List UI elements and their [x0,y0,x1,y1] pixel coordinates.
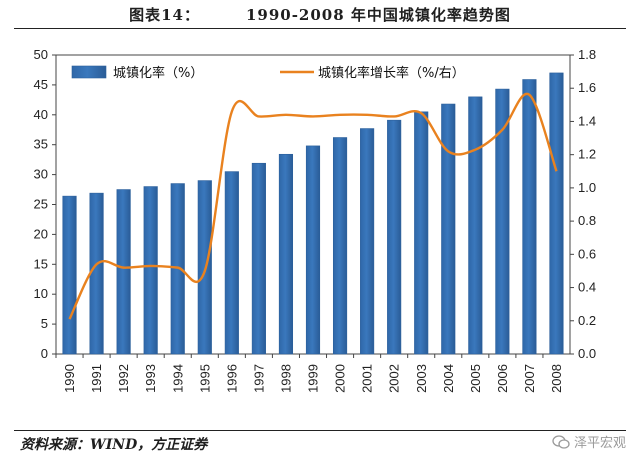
chart-title: 图表14： 1990-2008 年中国城镇化率趋势图 [0,4,640,25]
y-right-tick-label: 1.2 [578,147,596,162]
growth-rate-line [68,92,558,320]
watermark-text: 泽平宏观 [573,436,626,451]
y-right-tick-label: 0.6 [578,246,596,261]
x-tick-label: 2007 [522,364,537,393]
bar [89,192,104,355]
bar [116,189,131,355]
bar [441,103,456,355]
x-tick-label: 2002 [387,364,402,393]
bar [224,171,239,355]
y-left-tick-label: 30 [34,167,48,182]
y-left-tick-label: 50 [34,47,48,62]
y-right-tick-label: 0.8 [578,213,596,228]
bar [549,72,564,355]
x-tick-label: 2006 [495,364,510,393]
y-left-tick-label: 20 [34,226,48,241]
y-right-tick-label: 1.6 [578,80,596,95]
y-right-tick-label: 0.4 [578,280,596,295]
chart-canvas: 0 5 10 15 20 25 30 35 40 45 50 0.0 0.2 0.4 0.6 0.8 1.0 1.… [34,47,597,393]
x-tick-label: 1996 [224,364,239,393]
x-tick-label: 1995 [197,364,212,393]
x-tick-label: 2003 [414,364,429,393]
figure-number: 图表14： [129,6,200,24]
legend-bar-label: 城镇化率（%） [113,65,203,81]
y-right-tick-label: 1.4 [578,113,596,128]
y-left-tick-label: 0 [41,346,48,361]
x-tick-label: 1993 [143,364,158,393]
y-left-tick-label: 10 [34,286,48,301]
x-tick-label: 1998 [278,364,293,393]
y-left-tick-label: 35 [34,137,48,152]
figure-title: 1990-2008 年中国城镇化率趋势图 [245,6,511,24]
watermark: 泽平宏观 [552,432,626,451]
wechat-icon [552,434,570,449]
bar [305,145,321,355]
y-left-tick-label: 5 [41,316,48,331]
y-left-tick-label: 25 [34,197,48,212]
x-tick-label: 1994 [170,364,185,393]
x-tick-label: 2008 [549,364,564,393]
bar [522,79,537,355]
bar [468,96,483,355]
y-left-tick-label: 15 [34,256,48,271]
x-tick-label: 1991 [89,364,104,393]
x-tick-label: 1992 [116,364,131,393]
x-tick-label: 2001 [360,364,375,393]
bar [62,195,77,355]
x-tick-label: 2000 [333,364,348,393]
source-note: 资料来源：WIND，方正证券 [20,437,208,453]
x-tick-label: 1999 [306,364,321,393]
y-right-tick-label: 0.0 [578,346,596,361]
bottom-rule [14,430,626,431]
y-right-tick-label: 1.8 [578,47,596,62]
bar [278,153,294,355]
x-tick-label: 1997 [251,364,266,393]
bar [332,137,348,355]
x-tick-label: 1990 [62,364,77,393]
top-rule [14,28,626,29]
y-right-tick-label: 0.2 [578,313,596,328]
bar [143,186,158,355]
bar [360,128,375,355]
legend-bar-swatch [71,65,107,79]
x-tick-label: 2004 [441,364,456,393]
y-right-tick-label: 1.0 [578,180,596,195]
bar [495,88,510,355]
bar [387,119,402,355]
x-tick-label: 2005 [468,364,483,393]
y-left-tick-label: 45 [34,77,48,92]
bar [251,162,266,355]
legend-line-label: 城镇化率增长率（%/右） [318,65,465,81]
bar [414,111,429,355]
y-left-tick-label: 40 [34,107,48,122]
